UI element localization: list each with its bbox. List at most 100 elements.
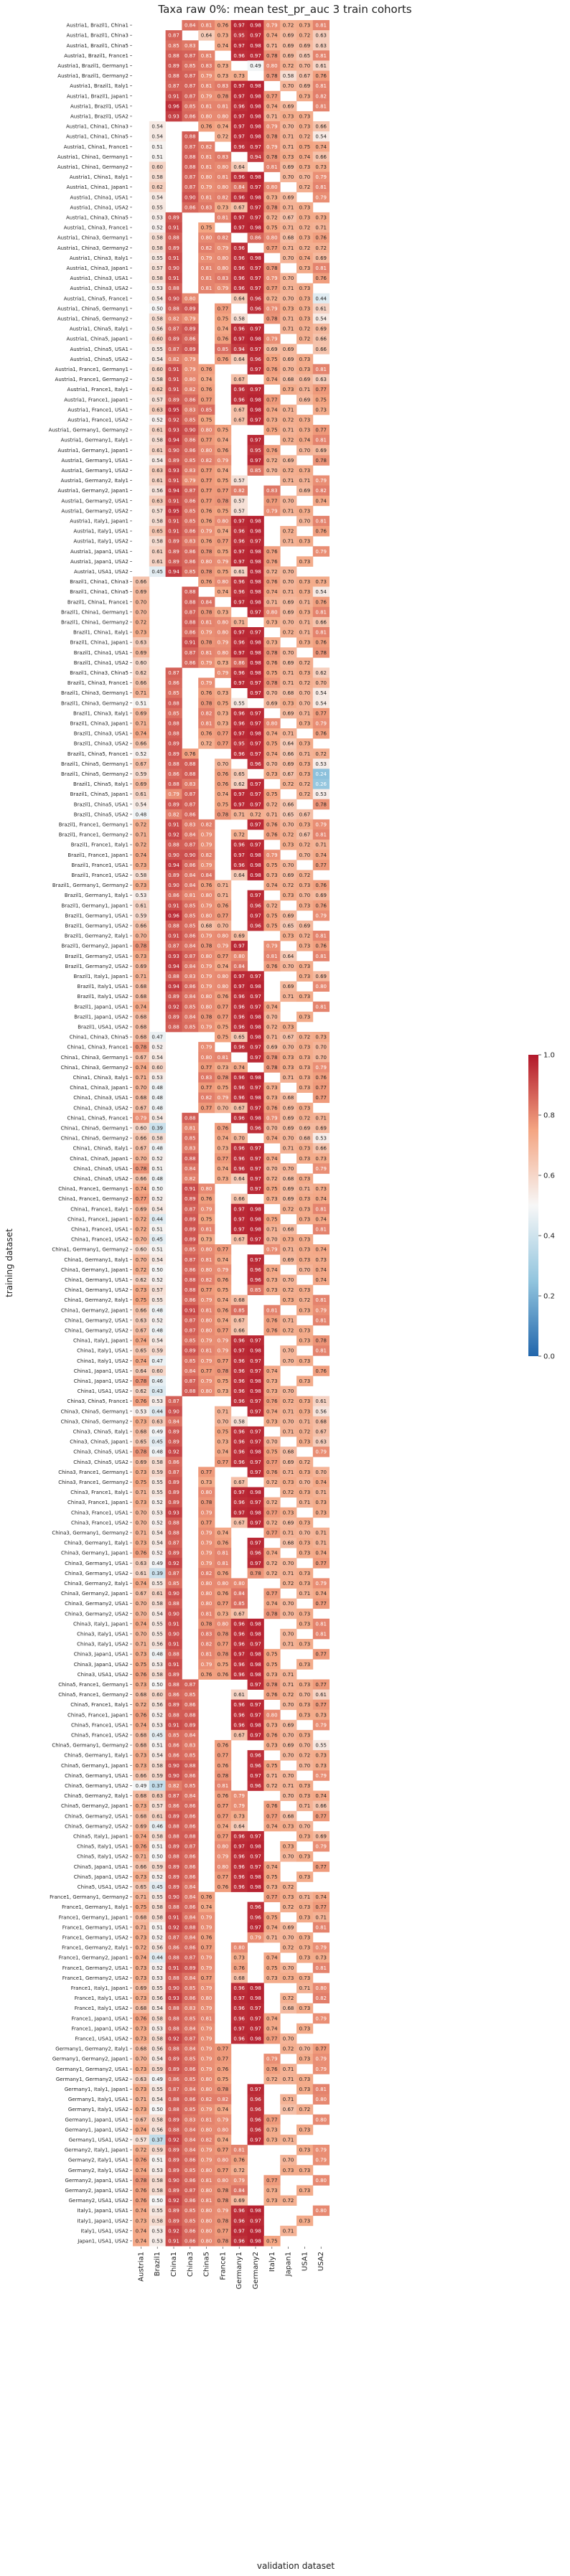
cell-value-label: 0.90 [184,194,196,200]
cell-value-label: 0.85 [184,1783,196,1789]
cell-value-label: 0.96 [233,1854,245,1860]
heatmap-cell [149,161,166,172]
cell-value-label: 0.72 [283,1581,294,1587]
cell-value-label: 0.67 [299,812,311,817]
cell-value-label: 0.71 [299,599,311,605]
heatmap-cell [165,465,182,476]
cell-value-label: 0.73 [266,1378,278,1384]
cell-value-label: 0.96 [233,751,245,757]
row-label: Austria1, Germany1, Germany2 [49,428,129,433]
heatmap-cell [263,485,281,497]
row-label: China5, Japan1, USA1 [74,1864,129,1870]
heatmap-cell [230,324,248,334]
cell-value-label: 0.49 [151,1429,163,1434]
row-label: Austria1, Brazil1, USA2 [70,113,129,119]
heatmap-cell [247,20,264,31]
heatmap-cell [198,121,215,132]
cell-value-label: 0.98 [250,2036,261,2041]
cell-value-label: 0.91 [168,1722,179,1728]
cell-value-label: 0.76 [266,832,278,838]
cell-value-label: 0.70 [136,599,147,605]
cell-value-label: 0.76 [201,579,212,585]
cell-value-label: 0.97 [250,205,261,210]
heatmap-cell [312,445,330,456]
cell-value-label: 0.76 [218,771,229,777]
cell-value-label: 0.87 [184,1844,196,1850]
cell-value-label: 0.75 [218,508,229,514]
cell-value-label: 0.84 [233,2188,245,2194]
heatmap-cell [230,100,248,112]
cell-value-label: 0.96 [233,53,245,59]
cell-value-label: 0.76 [136,1712,147,1718]
cell-value-label: 0.71 [266,113,278,119]
cell-value-label: 0.76 [218,448,229,453]
heatmap-cell [215,344,232,354]
row-label: Germany1, Germany2, Italy1 [55,2046,129,2052]
cell-value-label: 0.69 [283,1924,294,1930]
cell-value-label: 0.53 [315,791,327,797]
cell-value-label: 0.82 [184,387,196,392]
cell-value-label: 0.96 [233,1166,245,1172]
cell-value-label: 0.66 [136,680,147,686]
heatmap-cell [312,293,330,304]
cell-value-label: 0.52 [151,1520,163,1526]
heatmap-cell [198,364,215,375]
cell-value-label: 0.71 [218,1409,229,1414]
cell-value-label: 0.98 [250,1996,261,2001]
cell-value-label: 0.76 [201,731,212,737]
heatmap-cell [247,324,264,334]
cell-value-label: 0.79 [201,2036,212,2041]
cell-value-label: 0.63 [151,1793,163,1799]
heatmap-cell [280,20,297,31]
heatmap-cell [280,324,297,334]
cell-value-label: 0.92 [168,1449,179,1455]
heatmap-cell [312,100,330,112]
cell-value-label: 0.65 [283,812,294,817]
cell-value-label: 0.73 [136,1682,147,1688]
cell-value-label: 0.70 [299,2046,311,2052]
cell-value-label: 0.69 [315,1833,327,1839]
cell-value-label: 0.88 [168,720,179,726]
cell-value-label: 0.74 [136,1338,147,1344]
cell-value-label: 0.77 [266,2036,278,2041]
cell-value-label: 0.62 [136,1277,147,1283]
cell-value-label: 0.96 [233,1368,245,1374]
cell-value-label: 0.71 [283,205,294,210]
row-label: China1, China3, Italy1 [73,1075,129,1081]
cell-value-label: 0.72 [299,873,311,878]
heatmap-cell [149,283,166,294]
cell-value-label: 0.70 [283,822,294,827]
cell-value-label: 0.69 [283,33,294,39]
cell-value-label: 0.80 [201,2228,212,2234]
cell-value-label: 0.75 [218,428,229,433]
cell-value-label: 0.58 [151,174,163,180]
cell-value-label: 0.75 [218,700,229,706]
cell-value-label: 0.85 [233,1601,245,1607]
heatmap-cell [280,293,297,304]
cell-value-label: 0.71 [299,751,311,757]
cell-value-label: 0.79 [184,478,196,484]
cell-value-label: 0.86 [184,630,196,636]
cell-value-label: 0.79 [201,832,212,838]
cell-value-label: 0.96 [168,913,179,918]
cell-value-label: 0.77 [266,93,278,99]
heatmap-cell [215,465,232,476]
cell-value-label: 0.98 [250,1216,261,1222]
column-label: Brazil1 [154,2252,162,2276]
cell-value-label: 0.78 [315,458,327,464]
cell-value-label: 0.52 [151,1935,163,1940]
cell-value-label: 0.72 [299,326,311,332]
cell-value-label: 0.69 [136,710,147,716]
cell-value-label: 0.74 [315,1551,327,1556]
cell-value-label: 0.97 [233,1510,245,1515]
heatmap-cell [312,70,330,81]
cell-value-label: 0.52 [151,1317,163,1323]
cell-value-label: 0.98 [250,640,261,646]
cell-value-label: 0.96 [250,903,261,908]
cell-value-label: 0.76 [266,1105,278,1111]
cell-value-label: 0.66 [315,1803,327,1809]
cell-value-label: 0.85 [184,1753,196,1759]
heatmap-cell [263,556,281,567]
cell-value-label: 0.88 [184,1277,196,1283]
cell-value-label: 0.77 [315,862,327,868]
